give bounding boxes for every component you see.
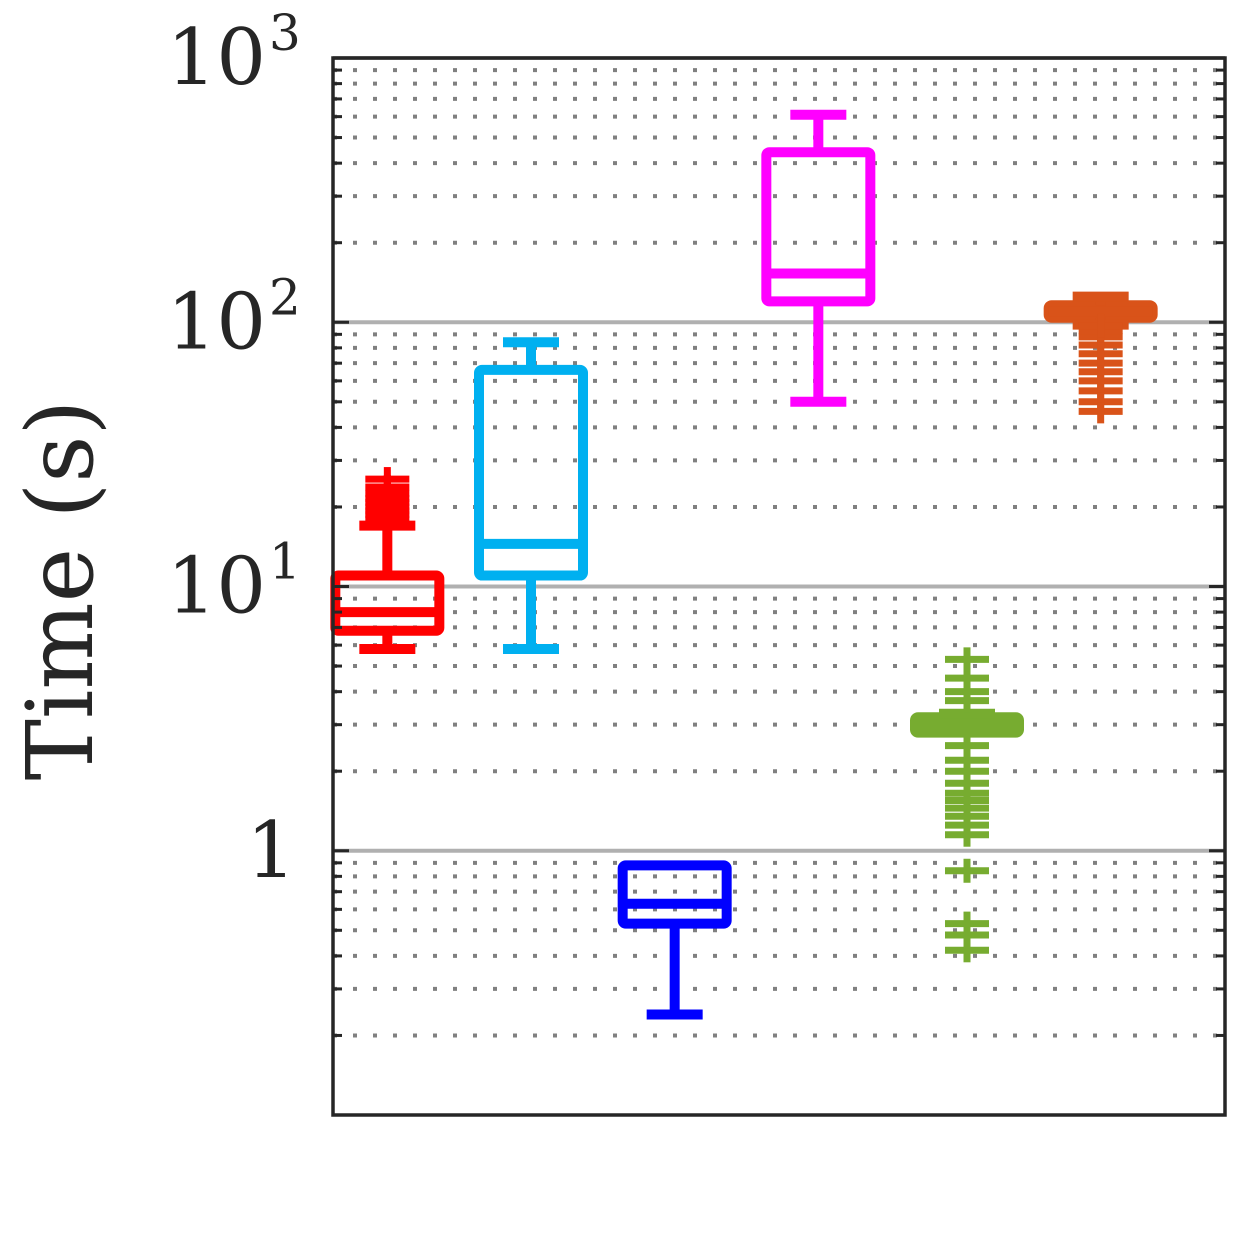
grid-layer [333, 56, 1225, 1038]
box-body [330, 570, 445, 636]
y-tick-label: 10 [167, 277, 266, 367]
tick-layer [333, 56, 1225, 1037]
box-1 [330, 467, 445, 655]
box-3 [617, 860, 732, 1020]
y-tick-label: 10 [167, 13, 266, 103]
y-tick-label: 1 [246, 806, 296, 896]
box-5 [910, 647, 1024, 963]
y-tick-label: 10 [167, 542, 266, 632]
box-6 [1043, 291, 1158, 424]
y-axis-title: Time (s) [7, 400, 114, 781]
box-body [617, 860, 732, 929]
box-body [761, 147, 876, 307]
box-4 [761, 109, 876, 407]
y-tick-exponent: 2 [269, 268, 301, 326]
box-layer [330, 109, 1158, 1020]
y-tick-exponent: 3 [269, 4, 301, 62]
box-2 [474, 337, 588, 655]
y-tick-exponent: 1 [269, 533, 301, 591]
